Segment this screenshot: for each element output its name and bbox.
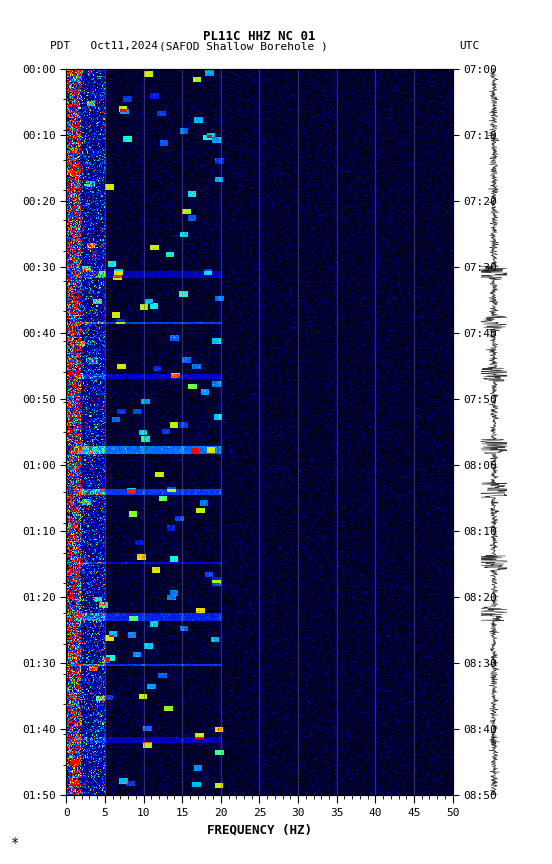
- Text: PDT   Oct11,2024: PDT Oct11,2024: [50, 41, 158, 52]
- Text: UTC: UTC: [459, 41, 479, 52]
- X-axis label: FREQUENCY (HZ): FREQUENCY (HZ): [207, 823, 312, 836]
- Text: *: *: [11, 835, 19, 849]
- Text: PL11C HHZ NC 01: PL11C HHZ NC 01: [203, 30, 316, 43]
- Text: (SAFOD Shallow Borehole ): (SAFOD Shallow Borehole ): [158, 41, 327, 52]
